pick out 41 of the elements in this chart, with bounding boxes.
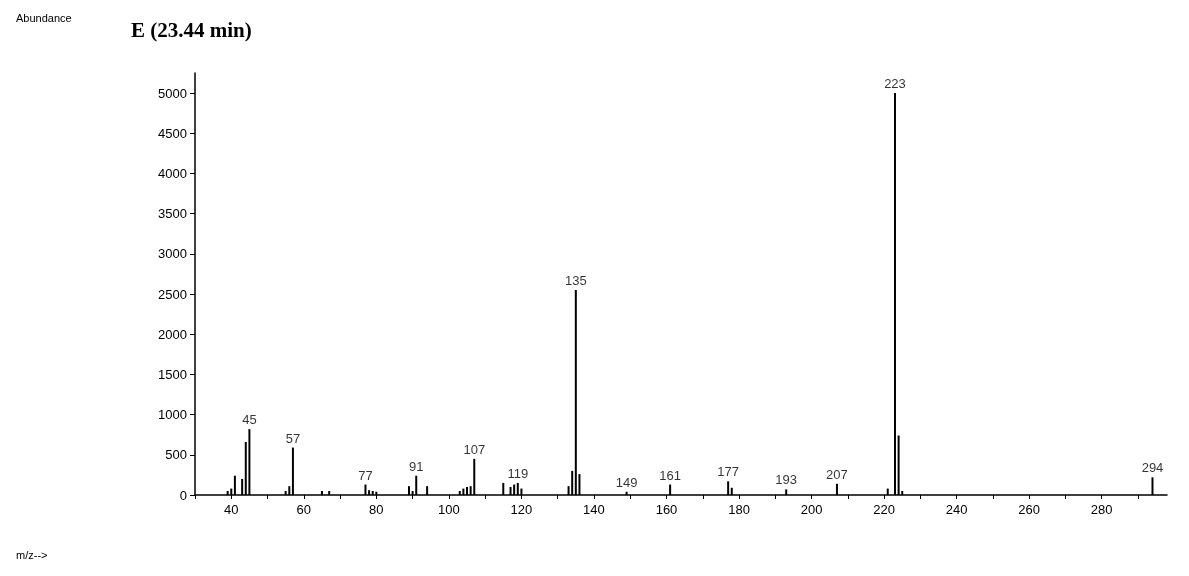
y-tick-label: 1500 (158, 366, 187, 382)
chart-title: E (23.44 min) (131, 17, 252, 42)
annotation: 223 (884, 76, 906, 92)
text: Abundance (16, 11, 72, 24)
y-tick-label: 4000 (158, 165, 187, 181)
x-tick-label: 160 (655, 502, 678, 517)
y-tick-label: 3000 (158, 246, 187, 262)
x-tick-label: 220 (873, 502, 895, 517)
annotation: 193 (775, 472, 798, 488)
annotation: 294 (1141, 460, 1164, 476)
annotation: 161 (659, 467, 681, 483)
y-tick-label: 1000 (158, 407, 187, 423)
y-tick-label: 2500 (158, 286, 187, 302)
y-tick-label: 4500 (158, 125, 187, 141)
annotation: 149 (615, 474, 638, 490)
annotation: 207 (826, 466, 848, 482)
annotation: 77 (358, 467, 373, 483)
annotation: 135 (564, 273, 587, 289)
annotation: 91 (409, 458, 424, 474)
x-tick-label: 200 (800, 502, 823, 517)
y-tick-label: 3500 (158, 206, 187, 222)
x-tick-label: 140 (583, 502, 605, 517)
x-tick-label: 60 (296, 502, 312, 517)
annotation: 57 (285, 430, 301, 446)
x-tick-label: 100 (438, 502, 460, 517)
x-tick-label: 180 (728, 502, 750, 517)
annotation: 119 (507, 465, 529, 481)
x-tick-label: 260 (1018, 502, 1041, 517)
text: m/z--> (16, 548, 48, 561)
x-tick-label: 240 (945, 502, 968, 517)
y-tick-label: 0 (179, 487, 187, 503)
x-tick-label: 120 (510, 502, 533, 517)
annotation: 45 (242, 412, 257, 428)
y-tick-label: 2000 (158, 326, 187, 342)
x-tick-label: 80 (369, 502, 384, 517)
annotation: 177 (717, 464, 739, 480)
y-tick-label: 500 (165, 447, 187, 463)
annotation: 107 (463, 441, 486, 457)
x-tick-label: 280 (1090, 502, 1113, 517)
y-tick-label: 5000 (158, 85, 187, 101)
x-tick-label: 40 (224, 502, 239, 517)
